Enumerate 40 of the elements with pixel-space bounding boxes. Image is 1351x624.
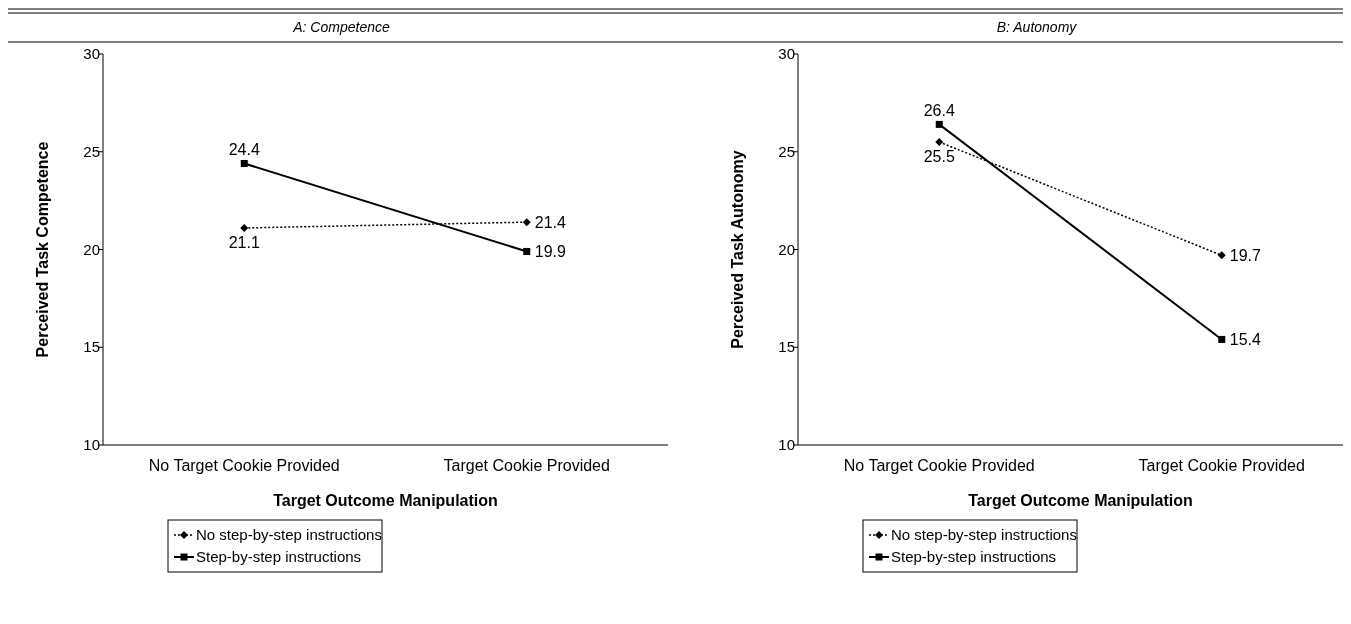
point [1217, 251, 1226, 260]
chart-title: A: Competence [292, 19, 390, 35]
y-tick-label: 15 [778, 338, 795, 356]
legend-label: No step-by-step instructions [891, 526, 1077, 543]
data-label: 26.4 [923, 102, 955, 120]
point [523, 247, 531, 255]
x-axis-title: Target Outcome Manipulation [968, 492, 1193, 509]
x-tick-label: No Target Cookie Provided [843, 457, 1035, 474]
legend-label: Step-by-step instructions [196, 548, 362, 565]
legend-label: No step-by-step instructions [196, 526, 382, 543]
point [935, 137, 944, 146]
y-tick-label: 10 [778, 436, 795, 453]
x-tick-label: Target Cookie Provided [443, 457, 610, 474]
y-tick-label: 30 [778, 45, 795, 62]
x-tick-label: Target Cookie Provided [1138, 457, 1305, 474]
point [1218, 335, 1226, 343]
y-axis-title: Perceived Task Autonomy [729, 150, 746, 349]
point [240, 223, 249, 232]
data-label: 19.9 [534, 243, 566, 261]
data-label: 24.4 [228, 141, 260, 159]
y-tick-label: 20 [778, 240, 795, 258]
x-axis-title: Target Outcome Manipulation [273, 492, 498, 509]
data-label: 15.4 [1229, 331, 1261, 349]
data-label: 25.5 [923, 147, 955, 165]
data-label: 21.4 [534, 214, 566, 232]
y-tick-label: 30 [83, 45, 100, 62]
chart-title: B: Autonomy [996, 19, 1078, 35]
x-tick-label: No Target Cookie Provided [148, 457, 340, 474]
y-tick-label: 20 [83, 240, 100, 258]
y-tick-label: 25 [83, 142, 100, 160]
point [240, 159, 248, 167]
y-tick-label: 10 [83, 436, 100, 453]
y-tick-label: 25 [778, 142, 795, 160]
point [522, 218, 531, 227]
y-axis-title: Perceived Task Competence [34, 141, 51, 358]
point [935, 120, 943, 128]
data-label: 19.7 [1229, 247, 1261, 265]
data-label: 21.1 [228, 233, 260, 251]
legend-label: Step-by-step instructions [891, 548, 1057, 565]
y-tick-label: 15 [83, 338, 100, 356]
